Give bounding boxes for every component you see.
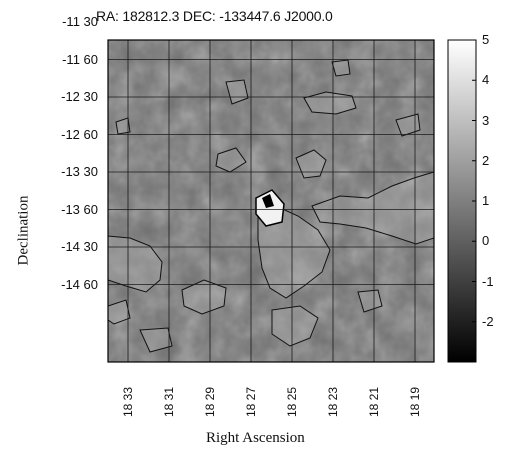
grid-lines xyxy=(108,40,434,362)
x-axis-label: Right Ascension xyxy=(206,430,305,446)
y-tick-label: -11 30 xyxy=(62,14,98,29)
x-tick-text: 18 27 xyxy=(244,386,258,418)
x-tick-label: 18 21 xyxy=(364,378,384,426)
y-tick-label: -11 60 xyxy=(62,51,98,67)
plot-frame xyxy=(107,39,435,363)
colorbar xyxy=(447,39,477,363)
bright-source xyxy=(255,189,285,227)
contour-line xyxy=(181,279,227,315)
contour-line xyxy=(311,171,434,245)
colorbar-tick-label: -1 xyxy=(482,273,494,289)
colorbar-tick-label: 3 xyxy=(482,112,490,128)
colorbar-tick-label: 2 xyxy=(482,152,490,168)
x-tick-label: 18 29 xyxy=(200,378,220,426)
contour-line xyxy=(395,113,421,137)
colorbar-tick-label: 4 xyxy=(482,72,490,88)
x-tick-text: 18 29 xyxy=(203,386,217,418)
x-tick-text: 18 19 xyxy=(408,386,422,418)
colorbar-tick-label: 0 xyxy=(482,233,490,249)
colorbar-gradient xyxy=(447,39,477,363)
x-tick-label: 18 33 xyxy=(118,378,138,426)
y-tick-label: -12 60 xyxy=(61,126,98,142)
x-tick-text: 18 33 xyxy=(121,386,135,418)
y-tick-label: -14 60 xyxy=(61,276,98,292)
y-tick-label: -13 30 xyxy=(61,164,98,179)
contour-line xyxy=(271,305,319,347)
chart-title: RA: 182812.3 DEC: -133447.6 J2000.0 xyxy=(96,8,333,24)
colorbar-tick-label: 1 xyxy=(482,193,490,208)
contour-line xyxy=(108,299,131,325)
contour-line xyxy=(115,117,131,135)
x-tick-label: 18 25 xyxy=(282,378,302,426)
contour-line xyxy=(108,235,163,293)
contour-line xyxy=(257,205,331,299)
x-tick-text: 18 23 xyxy=(326,386,340,418)
y-tick-label: -13 60 xyxy=(61,201,98,217)
contour-line xyxy=(357,289,383,313)
y-tick-label: -12 30 xyxy=(61,89,98,104)
colorbar-tick-label: -2 xyxy=(482,313,494,329)
contour-line xyxy=(331,59,351,77)
x-tick-label: 18 31 xyxy=(159,378,179,426)
x-tick-text: 18 25 xyxy=(285,386,299,418)
contour-line xyxy=(139,327,173,353)
x-tick-label: 18 19 xyxy=(405,378,425,426)
contour-line xyxy=(295,149,327,179)
y-tick-label: -14 30 xyxy=(61,239,98,254)
contour-line xyxy=(303,91,357,115)
x-tick-text: 18 31 xyxy=(162,386,176,418)
contour-line xyxy=(215,147,247,173)
colorbar-tick-label: 5 xyxy=(482,32,490,47)
contour-lines xyxy=(108,59,434,353)
x-tick-label: 18 27 xyxy=(241,378,261,426)
x-tick-label: 18 23 xyxy=(323,378,343,426)
y-axis-label: Declination xyxy=(15,195,32,266)
x-tick-text: 18 21 xyxy=(367,386,381,418)
